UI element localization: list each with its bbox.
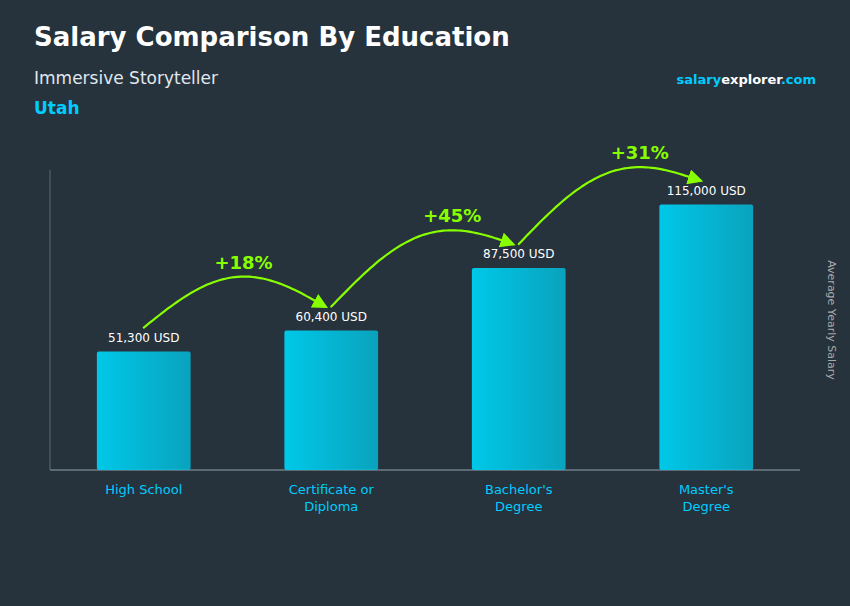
change-arc	[331, 230, 513, 306]
category-line: Master's	[679, 482, 734, 497]
watermark: salaryexplorer.com	[677, 72, 816, 87]
watermark-part: salary	[677, 72, 722, 87]
category-label: Master's Degree	[679, 482, 734, 514]
bar	[284, 331, 378, 470]
category-line: Certificate or	[289, 482, 375, 497]
category-line: Degree	[683, 499, 730, 514]
chart: Salary Comparison By Education Immersive …	[0, 0, 850, 606]
category-label: High School	[105, 482, 182, 497]
title: Salary Comparison By Education	[34, 22, 510, 52]
category-line: Bachelor's	[485, 482, 553, 497]
bar	[472, 268, 566, 470]
y-axis-line	[50, 170, 51, 470]
category-label: Certificate or Diploma	[289, 482, 375, 514]
category-line: Degree	[495, 499, 542, 514]
watermark-part: .com	[781, 72, 816, 87]
data-label: 115,000 USD	[667, 184, 746, 198]
data-label: 87,500 USD	[483, 247, 554, 261]
bars	[97, 205, 753, 470]
change-arc	[519, 167, 701, 244]
bar	[97, 352, 191, 470]
change-label: +31%	[611, 142, 669, 163]
change-label: +18%	[214, 252, 272, 273]
watermark-part: explorer	[721, 72, 783, 87]
category-label: Bachelor's Degree	[485, 482, 553, 514]
background	[0, 0, 850, 606]
bar	[659, 205, 753, 470]
data-label: 51,300 USD	[108, 331, 179, 345]
category-line: Diploma	[304, 499, 358, 514]
change-arc	[144, 277, 325, 328]
y-label: Average Yearly Salary	[825, 260, 838, 380]
subtitle: Immersive Storyteller	[34, 68, 218, 88]
category-line: High School	[105, 482, 182, 497]
location: Utah	[34, 98, 80, 118]
change-label: +45%	[423, 205, 481, 226]
data-label: 60,400 USD	[296, 310, 367, 324]
